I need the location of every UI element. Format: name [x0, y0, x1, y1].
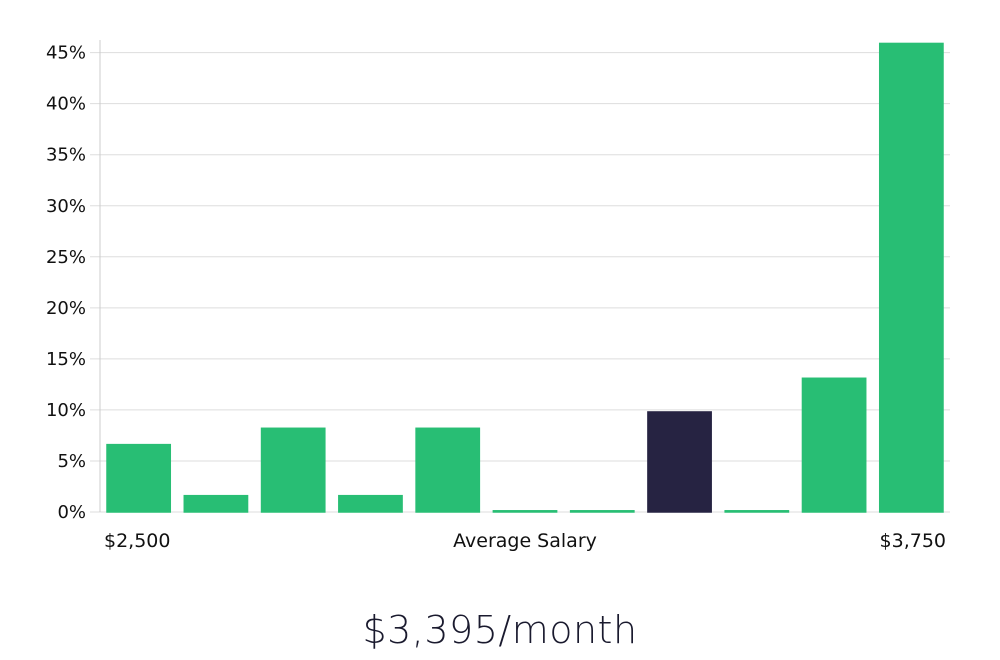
x-axis-start-label: $2,500	[104, 530, 170, 552]
y-tick-label: 45%	[46, 43, 86, 64]
salary-histogram-chart: 0% 5% 10% 15% 20% 25% 30% 35% 40% 45% $2,500 Aver…	[46, 40, 950, 552]
x-axis-end-label: $3,750	[880, 530, 946, 552]
y-tick-label: 15%	[46, 349, 86, 370]
bar	[569, 510, 635, 513]
y-tick-label: 35%	[46, 145, 86, 166]
y-tick-label: 40%	[46, 94, 86, 115]
y-tick-label: 5%	[57, 451, 86, 472]
bar	[492, 510, 558, 513]
y-tick-label: 10%	[46, 400, 86, 421]
y-tick-label: 0%	[57, 502, 86, 523]
x-axis-title: Average Salary	[453, 530, 597, 552]
average-salary-headline: $3,395/month	[362, 608, 638, 652]
y-axis-tick-labels: 0% 5% 10% 15% 20% 25% 30% 35% 40% 45%	[46, 43, 86, 523]
bar	[260, 427, 326, 513]
bar	[415, 427, 481, 513]
bar	[183, 494, 249, 513]
gridlines	[90, 52, 950, 513]
y-tick-label: 25%	[46, 247, 86, 268]
bar	[878, 42, 944, 513]
bar	[801, 377, 867, 513]
bar	[338, 494, 403, 513]
y-tick-label: 20%	[46, 298, 86, 319]
bar	[106, 443, 172, 513]
y-tick-label: 30%	[46, 196, 86, 217]
bar-highlighted	[647, 411, 712, 513]
bar	[724, 510, 790, 513]
bars	[106, 42, 944, 513]
